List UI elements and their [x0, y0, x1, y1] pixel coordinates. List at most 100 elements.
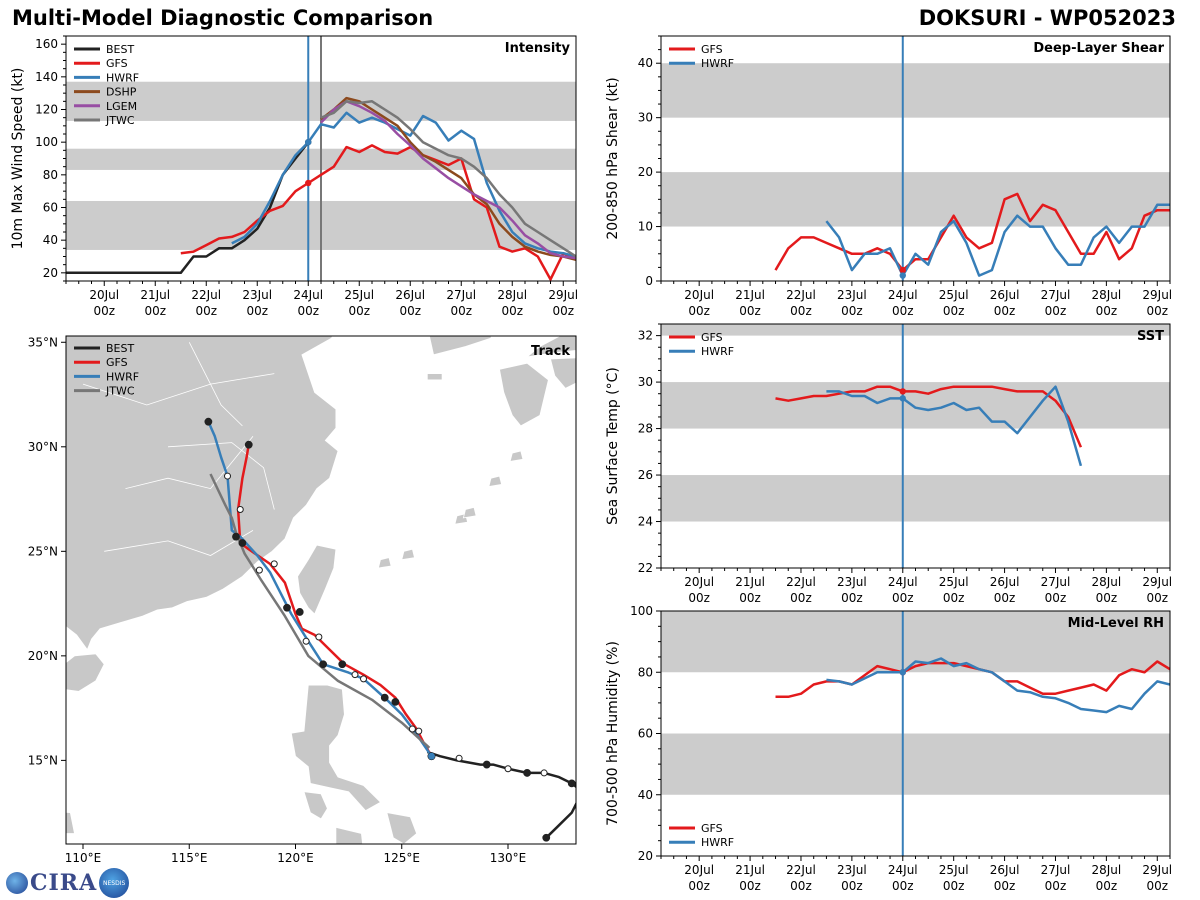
track-legend-label-best: BEST: [106, 342, 134, 355]
intensity-xtick-date: 27Jul: [446, 288, 476, 302]
track-point-gfs: [391, 697, 400, 706]
samar-land: [386, 812, 418, 844]
intensity-legend-label-jtwc: JTWC: [105, 114, 135, 127]
track-legend-label-gfs: GFS: [106, 356, 128, 369]
rh-legend-label-hwrf: HWRF: [701, 836, 734, 849]
intensity-legend-label-lgem: LGEM: [106, 100, 137, 113]
track-line-jtwc: [209, 473, 431, 749]
intensity-series-gfs: [180, 144, 576, 281]
ryukyu-island-land: [401, 548, 415, 561]
intensity-series-jtwc: [320, 100, 576, 258]
shear-init-point: [899, 266, 906, 274]
rh-panel: 20 40 60 80 100 20Jul 00z 21Jul 00z 22Jul 00z 23Jul…: [605, 604, 1172, 893]
shear-ytick-label: 40: [638, 56, 653, 70]
track-point-best: [567, 779, 576, 788]
sst-xtick-hour: 00z: [892, 591, 914, 605]
sst-series-gfs: [775, 385, 1083, 448]
track-xtick-label: 125°E: [384, 851, 421, 865]
shear-xtick-hour: 00z: [994, 304, 1016, 318]
shear-legend-label-hwrf: HWRF: [701, 57, 734, 70]
intensity-xtick-date: 20Jul: [89, 288, 119, 302]
globe-icon: [6, 872, 28, 894]
intensity-xtick-hour: 00z: [399, 304, 421, 318]
sst-xtick-date: 22Jul: [786, 575, 816, 589]
track-point-best: [523, 769, 532, 777]
track-point-hwrf: [283, 603, 291, 612]
panay-land: [335, 826, 363, 844]
rh-xtick-hour: 00z: [892, 879, 914, 893]
korea-land: [428, 336, 492, 356]
shear-ytick-label: 20: [638, 165, 653, 179]
shear-panel: 0 10 20 30 40 20Jul 00z 21Jul 00z 22Jul 00z 23Jul 00…: [605, 35, 1172, 318]
intensity-xtick-date: 25Jul: [344, 288, 374, 302]
sst-init-point: [899, 388, 906, 395]
track-point-gfs: [244, 440, 253, 449]
intensity-init-point: [305, 138, 312, 146]
rh-xtick-hour: 00z: [739, 879, 761, 893]
sst-xtick-hour: 00z: [739, 591, 761, 605]
sst-xtick-date: 21Jul: [735, 575, 765, 589]
luzon-land: [290, 684, 382, 812]
track-point-best: [542, 833, 551, 842]
province-boundary: [125, 436, 254, 490]
sst-legend-label-gfs: GFS: [701, 331, 723, 344]
intensity-series-dshp: [320, 96, 576, 262]
intensity-xtick-hour: 00z: [450, 304, 472, 318]
track-point-hwrf: [302, 637, 310, 645]
intensity-series-lgem: [320, 100, 576, 260]
sst-ytick-label: 24: [638, 515, 653, 529]
intensity-panel: 20 40 60 80 100 120 140 160 20Jul 00z 21Jul 00z 22Ju…: [10, 35, 578, 318]
track-xtick-label: 130°E: [490, 851, 527, 865]
track-point-best: [455, 754, 463, 762]
intensity-ytick-label: 80: [43, 168, 58, 182]
shear-ytick-label: 10: [638, 220, 653, 234]
track-point-gfs: [236, 506, 244, 514]
track-panel-title: Track: [531, 344, 570, 359]
ryukyu-island-land: [509, 450, 524, 462]
intensity-legend-label-dshp: DSHP: [106, 86, 137, 99]
intensity-xtick-hour: 00z: [501, 304, 523, 318]
track-point-gfs: [360, 675, 367, 683]
shear-xtick-date: 25Jul: [939, 288, 969, 302]
intensity-ylabel: 10m Max Wind Speed (kt): [10, 68, 26, 250]
hainan-land: [66, 653, 105, 692]
intensity-xtick-hour: 00z: [348, 304, 370, 318]
rh-xtick-hour: 00z: [1096, 879, 1118, 893]
shikoku-land: [549, 357, 576, 389]
track-xtick-label: 120°E: [277, 851, 314, 865]
track-point-hwrf: [408, 725, 416, 733]
track-ytick-label: 20°N: [28, 649, 58, 663]
shear-ytick-label: 0: [645, 274, 653, 288]
province-boundary: [82, 373, 275, 406]
rh-xtick-date: 20Jul: [684, 863, 714, 877]
track-point-gfs: [338, 660, 347, 669]
shear-xtick-hour: 00z: [1146, 304, 1168, 318]
sst-xtick-hour: 00z: [1045, 591, 1067, 605]
shear-xtick-hour: 00z: [892, 304, 914, 318]
shear-xtick-hour: 00z: [943, 304, 965, 318]
intensity-ytick-label: 60: [43, 201, 58, 215]
shear-xtick-hour: 00z: [1096, 304, 1118, 318]
sst-panel: 22 24 26 28 30 32 20Jul 00z 21Jul 00z 22Jul 00z 23Ju…: [605, 323, 1172, 605]
rh-ytick-label: 100: [630, 604, 653, 618]
intensity-panel-title: Intensity: [505, 41, 571, 56]
rh-xtick-date: 26Jul: [990, 863, 1020, 877]
track-ytick-label: 30°N: [28, 440, 58, 454]
rh-ytick-label: 80: [638, 665, 653, 679]
rh-xtick-date: 21Jul: [735, 863, 765, 877]
rh-shaded-band: [661, 733, 1170, 795]
shear-xtick-hour: 00z: [790, 304, 812, 318]
shear-xtick-date: 27Jul: [1041, 288, 1071, 302]
rh-xtick-hour: 00z: [1146, 879, 1168, 893]
storm-id-title: DOKSURI - WP052023: [918, 6, 1176, 30]
sst-ytick-label: 30: [638, 375, 653, 389]
track-point-best: [482, 760, 491, 769]
taiwan-land: [297, 544, 337, 615]
sst-xtick-date: 25Jul: [939, 575, 969, 589]
track-point-gfs: [295, 608, 304, 616]
intensity-ytick-label: 20: [43, 266, 58, 280]
rh-ytick-label: 20: [638, 849, 653, 863]
intensity-xtick-date: 28Jul: [497, 288, 527, 302]
intensity-legend-label-hwrf: HWRF: [106, 71, 139, 84]
sst-series-hwrf: [826, 385, 1083, 467]
